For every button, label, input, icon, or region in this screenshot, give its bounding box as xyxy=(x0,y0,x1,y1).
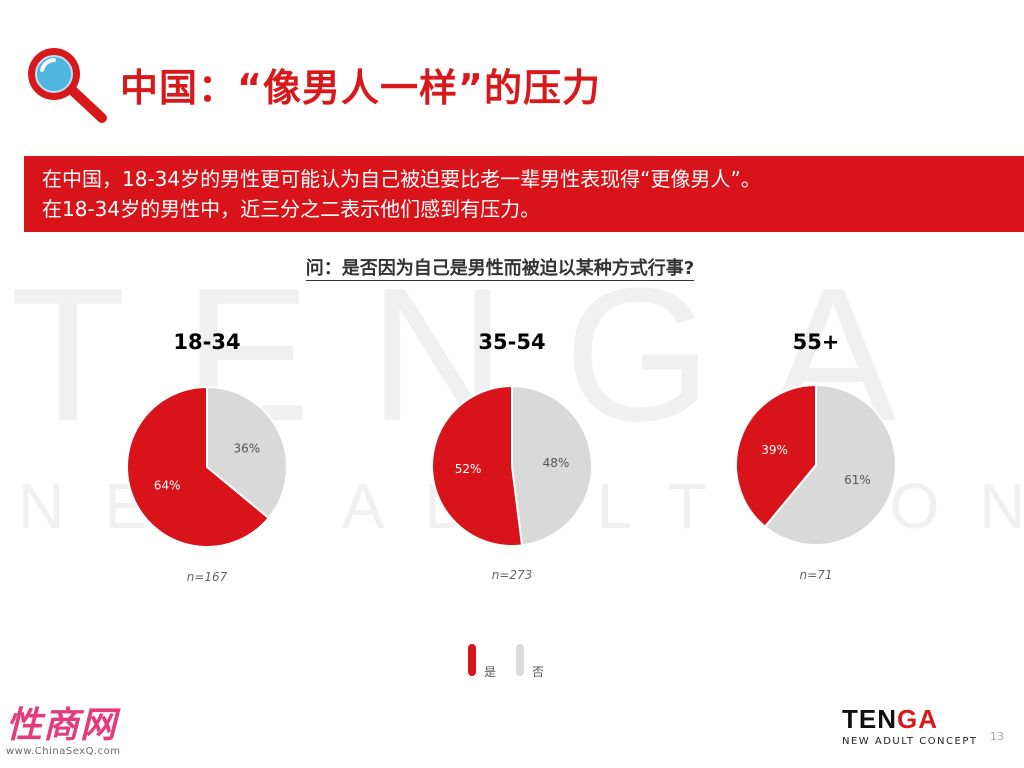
banner-line-2: 在18-34岁的男性中，近三分之二表示他们感到有压力。 xyxy=(42,197,541,221)
pie-data-label-yes: 52% xyxy=(455,462,482,476)
pie-chart-1: 48% 52% xyxy=(431,384,593,547)
pie-title-2: 55+ xyxy=(792,330,840,354)
pie-slice-no xyxy=(763,383,897,546)
legend-label-yes: 是 xyxy=(484,665,497,679)
pie-slice-yes xyxy=(126,385,271,548)
magnifier-icon xyxy=(28,48,107,123)
brand-name-prefix: TEN xyxy=(842,704,897,734)
page-title: 中国：“像男人一样”的压力 xyxy=(120,65,601,110)
pie-data-label-no: 61% xyxy=(844,473,871,487)
brand-name: TENGA xyxy=(842,704,977,735)
page-number: 13 xyxy=(990,730,1004,743)
survey-question-text: 问：是否因为自己是男性而被迫以某种方式行事? xyxy=(305,258,695,281)
corner-watermark-text: 性商网 xyxy=(6,705,118,746)
pie-data-label-no: 48% xyxy=(543,456,570,470)
corner-watermark: 性商网 www.ChinaSexQ.com xyxy=(6,696,121,757)
brand-name-suffix: GA xyxy=(897,704,938,734)
legend-label-no: 否 xyxy=(532,665,545,679)
legend: 是 否 xyxy=(468,644,564,679)
pie-sample-size-2: n=71 xyxy=(799,568,833,582)
pie-slice-yes xyxy=(735,383,817,529)
survey-question: 问：是否因为自己是男性而被迫以某种方式行事? xyxy=(0,254,1000,281)
pie-title-1: 35-54 xyxy=(478,330,546,354)
pie-title-0: 18-34 xyxy=(173,330,241,354)
summary-banner: 在中国，18-34岁的男性更可能认为自己被迫要比老一辈男性表现得“更像男人”。 … xyxy=(24,156,1024,232)
legend-item-no: 否 xyxy=(516,644,544,679)
pie-slice-no xyxy=(511,384,593,547)
brand-tagline: NEW ADULT CONCEPT xyxy=(842,736,978,747)
legend-swatch-yes xyxy=(468,644,476,676)
corner-watermark-url: www.ChinaSexQ.com xyxy=(6,746,121,757)
title-row: 中国：“像男人一样”的压力 xyxy=(24,44,601,124)
legend-item-yes: 是 xyxy=(468,644,496,679)
brand-logo: TENGA NEW ADULT CONCEPT xyxy=(842,704,977,747)
pie-sample-size-0: n=167 xyxy=(186,570,228,584)
pie-chart-2: 61% 39% xyxy=(735,383,897,546)
pie-chart-0: 36% 64% xyxy=(126,385,288,548)
pie-data-label-yes: 64% xyxy=(154,479,181,493)
pie-data-label-no: 36% xyxy=(233,441,260,455)
pie-data-label-yes: 39% xyxy=(761,443,788,457)
pie-slice-no xyxy=(206,385,288,520)
pie-sample-size-1: n=273 xyxy=(491,568,533,582)
banner-line-1: 在中国，18-34岁的男性更可能认为自己被迫要比老一辈男性表现得“更像男人”。 xyxy=(42,167,761,191)
pie-slice-yes xyxy=(431,384,524,547)
legend-swatch-no xyxy=(516,644,525,676)
